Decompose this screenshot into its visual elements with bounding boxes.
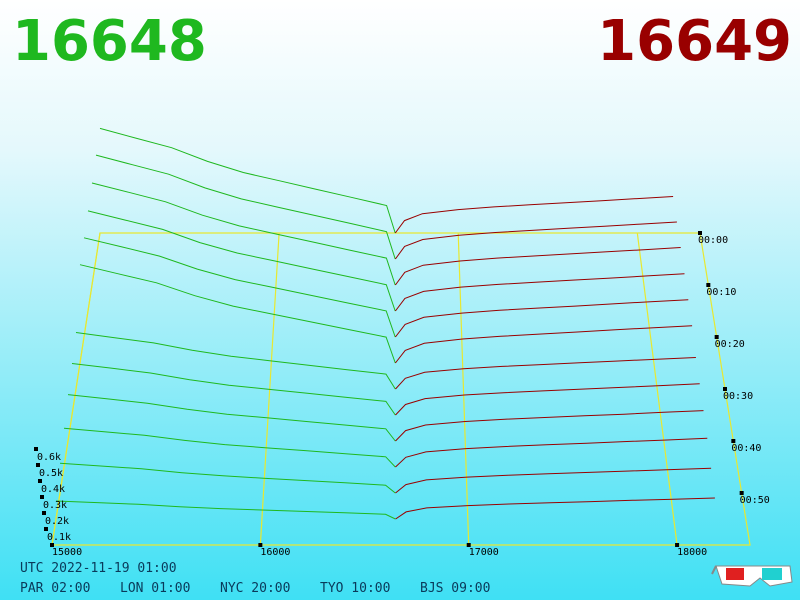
z-tick-label: 00:30 [723, 391, 753, 402]
bid-depth-line [75, 332, 396, 390]
x-tick-label: 16000 [260, 547, 290, 558]
tick-mark [706, 283, 711, 287]
x-tick-label: 17000 [469, 547, 499, 558]
clock: TYO 10:00 [320, 581, 390, 596]
tick-mark [466, 543, 471, 547]
ask-depth-line [395, 299, 689, 338]
grid-line [51, 232, 101, 546]
tick-mark [731, 439, 736, 443]
ask-depth-line [395, 497, 715, 520]
clock: NYC 20:00 [220, 581, 290, 596]
glasses-icon [711, 565, 793, 587]
ask-depth-line [395, 273, 685, 312]
ask-depth-line [394, 221, 677, 260]
ask-depth-line [394, 247, 681, 286]
tick-mark [38, 479, 42, 483]
z-tick-label: 00:50 [740, 495, 770, 506]
z-tick-label: 00:00 [698, 235, 728, 246]
tick-mark [34, 447, 38, 451]
clock: BJS 09:00 [420, 581, 490, 596]
best-bid: 16648 [12, 9, 207, 74]
y-tick-label: 0.2k [45, 516, 69, 527]
y-tick-label: 0.3k [43, 500, 67, 511]
bid-depth-line [67, 394, 396, 442]
tick-mark [44, 527, 48, 531]
grid-line [457, 232, 470, 546]
utc-time: UTC 2022-11-19 01:00 [20, 561, 177, 576]
grid-line [636, 232, 678, 546]
bid-depth-line [55, 500, 396, 520]
ask-depth-line [395, 383, 700, 416]
bid-depth-line [63, 427, 396, 468]
tick-mark [675, 543, 680, 547]
ask-depth-line [395, 325, 693, 364]
bid-depth-line [91, 182, 396, 286]
y-tick-label: 0.4k [41, 484, 65, 495]
bid-depth-line [99, 127, 396, 234]
z-tick-label: 00:20 [715, 339, 745, 350]
bid-depth-line [95, 154, 396, 260]
ask-depth-line [395, 437, 708, 468]
tick-mark [714, 335, 719, 339]
ask-depth-line [395, 410, 704, 442]
x-tick-label: 18000 [677, 547, 707, 558]
tick-mark [42, 511, 46, 515]
y-tick-label: 0.1k [47, 532, 71, 543]
z-tick-label: 00:40 [731, 443, 761, 454]
ask-depth-line [395, 357, 696, 390]
clock: PAR 02:00 [20, 581, 90, 596]
x-tick-label: 15000 [52, 547, 82, 558]
bid-depth-line [79, 264, 396, 364]
z-tick-label: 00:10 [706, 287, 736, 298]
ask-depth-line [395, 467, 712, 494]
y-tick-label: 0.6k [37, 452, 61, 463]
bid-depth-line [83, 237, 396, 338]
bid-depth-line [71, 363, 396, 416]
clock: LON 01:00 [120, 581, 190, 596]
y-tick-label: 0.5k [39, 468, 63, 479]
plot: 15000 16000 17000 18000 0.1k 0.2k 0.3k 0.4k 0.5k… [34, 127, 770, 558]
tick-mark [40, 495, 44, 499]
tick-mark [50, 543, 54, 547]
best-ask: 16649 [597, 9, 792, 74]
tick-mark [36, 463, 40, 467]
tick-mark [739, 491, 744, 495]
bid-depth-line [87, 210, 396, 312]
tick-mark [698, 231, 702, 235]
bid-depth-line [59, 462, 396, 494]
tick-mark [723, 387, 727, 391]
tick-mark [258, 543, 263, 547]
ask-depth-line [394, 196, 674, 234]
